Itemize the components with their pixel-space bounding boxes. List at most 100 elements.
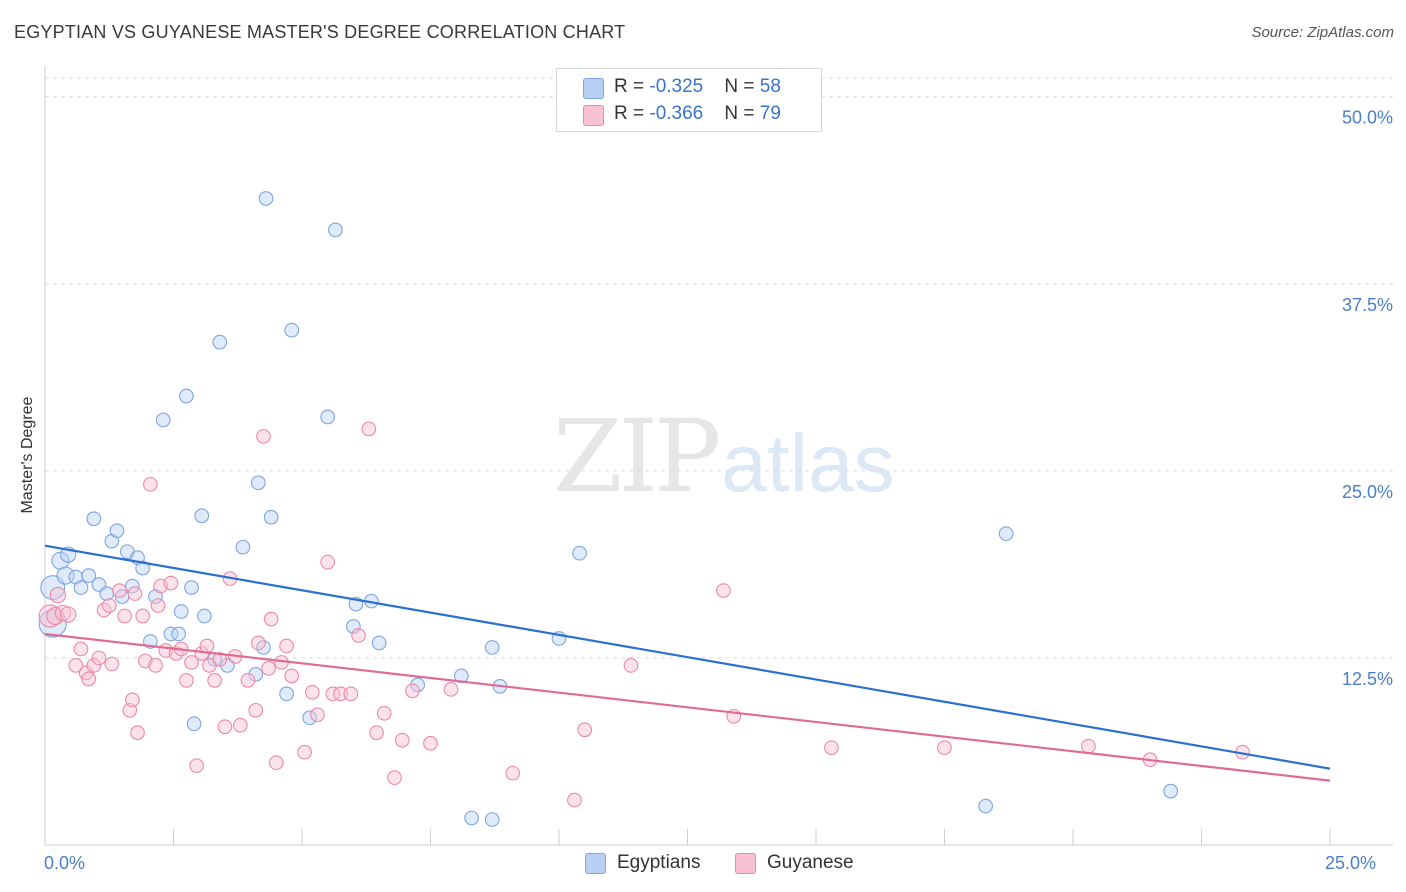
guyanese-point bbox=[423, 735, 438, 751]
guyanese-point bbox=[256, 429, 271, 444]
guyanese-point bbox=[351, 628, 366, 643]
guyanese-point bbox=[49, 586, 67, 604]
guyanese-point bbox=[623, 658, 639, 673]
egyptians-point bbox=[250, 475, 266, 491]
guyanese-point bbox=[163, 575, 179, 591]
guyanese-point bbox=[81, 671, 97, 687]
guyanese-point bbox=[117, 608, 133, 624]
egyptians-point bbox=[179, 388, 194, 404]
guyanese-point bbox=[112, 583, 127, 598]
guyanese-point bbox=[199, 638, 215, 654]
watermark: ZIPatlas bbox=[553, 398, 895, 515]
egyptians-point bbox=[484, 812, 500, 827]
guyanese-point bbox=[279, 638, 294, 654]
guyanese-point bbox=[1081, 738, 1096, 754]
egyptians-point bbox=[453, 668, 469, 684]
source-label: Source: ZipAtlas.com bbox=[1251, 24, 1394, 41]
guyanese-point bbox=[310, 707, 325, 723]
egyptians-point bbox=[155, 412, 171, 428]
egyptians-point bbox=[263, 509, 279, 525]
guyanese-point bbox=[505, 765, 521, 781]
guyanese-point bbox=[240, 673, 256, 688]
guyanese-point bbox=[297, 744, 312, 760]
egyptians-point bbox=[998, 526, 1014, 542]
guyanese-point bbox=[369, 725, 384, 741]
guyanese-point bbox=[284, 668, 300, 684]
egyptians-point bbox=[109, 523, 125, 539]
guyanese-point bbox=[73, 641, 89, 657]
bottom-legend-label: Guyanese bbox=[767, 852, 854, 873]
egyptians-point bbox=[86, 511, 102, 527]
guyanese-point bbox=[333, 686, 348, 702]
guyanese-point bbox=[91, 650, 107, 666]
y-tick-label: 25.0% bbox=[1342, 482, 1393, 502]
guyanese-point bbox=[130, 725, 145, 741]
guyanese-point bbox=[86, 658, 102, 673]
legend-n-value: 79 bbox=[759, 103, 781, 124]
egyptians-point bbox=[38, 609, 67, 638]
legend-r-label: R = bbox=[614, 76, 650, 97]
guyanese-point bbox=[248, 702, 264, 718]
guyanese-point bbox=[212, 652, 228, 667]
egyptians-point bbox=[173, 604, 189, 619]
egyptians-point bbox=[410, 677, 426, 693]
egyptians-point bbox=[484, 640, 500, 655]
guyanese-point bbox=[104, 656, 120, 672]
egyptians-point bbox=[279, 686, 294, 702]
guyanese-point bbox=[232, 717, 248, 733]
egyptians-point bbox=[212, 334, 228, 350]
egyptians-point bbox=[320, 409, 336, 425]
guyanese-point bbox=[376, 705, 392, 721]
x-axis-min-label: 0.0% bbox=[44, 853, 86, 873]
legend-r-label: R = bbox=[614, 103, 650, 124]
guyanese-point bbox=[263, 611, 279, 627]
guyanese-point bbox=[304, 684, 320, 700]
egyptians-point bbox=[572, 545, 587, 561]
guyanese-point bbox=[217, 719, 233, 735]
guyanese-point bbox=[261, 661, 276, 676]
x-axis-max-label: 25.0% bbox=[1325, 853, 1377, 873]
egyptians-point bbox=[302, 710, 318, 726]
egyptians-point bbox=[346, 619, 361, 634]
guyanese-point bbox=[101, 598, 117, 613]
guyanese-point bbox=[59, 606, 77, 623]
watermark-zip: ZIP bbox=[553, 398, 721, 515]
guyanese-point bbox=[361, 421, 377, 437]
y-tick-label: 12.5% bbox=[1342, 669, 1393, 689]
guyanese-point bbox=[189, 758, 204, 774]
egyptians-point bbox=[371, 635, 387, 651]
egyptians-point bbox=[194, 508, 210, 524]
legend-swatch-egyptians bbox=[583, 78, 604, 99]
guyanese-point bbox=[325, 686, 341, 702]
y-tick-label: 37.5% bbox=[1342, 295, 1393, 315]
guyanese-point bbox=[150, 598, 166, 613]
guyanese-point bbox=[443, 682, 459, 697]
legend-n-value: 58 bbox=[759, 76, 781, 97]
legend-r-value: -0.325 bbox=[649, 76, 704, 97]
legend-n-label: N = bbox=[724, 103, 760, 124]
egyptians-point bbox=[99, 586, 115, 601]
guyanese-point bbox=[135, 608, 151, 624]
egyptians-point bbox=[284, 322, 300, 338]
guyanese-point bbox=[824, 740, 839, 756]
guyanese-point bbox=[148, 658, 163, 673]
egyptians-point bbox=[464, 810, 479, 826]
guyanese-point bbox=[320, 554, 336, 570]
guyanese-trend-line bbox=[44, 632, 1331, 782]
egyptians-point bbox=[40, 575, 66, 601]
bottom-legend-swatch-egyptians bbox=[585, 853, 606, 874]
guyanese-point bbox=[387, 770, 402, 786]
y-tick-label: 50.0% bbox=[1342, 108, 1393, 128]
chart-title: EGYPTIAN VS GUYANESE MASTER'S DEGREE COR… bbox=[14, 22, 626, 42]
egyptians-point bbox=[196, 608, 212, 624]
egyptians-trend-line bbox=[44, 544, 1331, 770]
egyptians-point bbox=[235, 539, 251, 555]
guyanese-point bbox=[405, 683, 420, 699]
guyanese-point bbox=[68, 658, 84, 673]
egyptians-point bbox=[171, 626, 186, 642]
guyanese-point bbox=[343, 686, 359, 702]
egyptians-point bbox=[163, 626, 179, 642]
guyanese-point bbox=[127, 586, 143, 601]
legend-r-value: -0.366 bbox=[649, 103, 704, 124]
